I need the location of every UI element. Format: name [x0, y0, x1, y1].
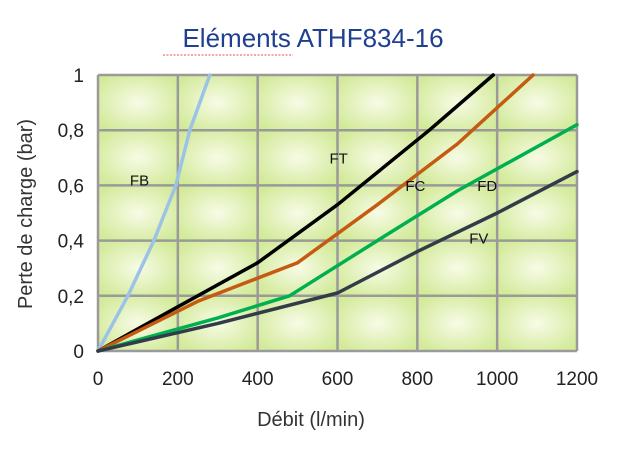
series-label-fb: FB: [130, 172, 149, 189]
plot-cell: [337, 75, 418, 131]
y-tick-label: 0: [73, 342, 84, 363]
series-labels: FB FT FC FD FV: [130, 150, 497, 247]
x-axis-label: Débit (l/min): [257, 409, 365, 431]
plot-cell: [257, 295, 338, 351]
y-axis-label: Perte de charge (bar): [15, 119, 37, 309]
x-tick-label: 200: [162, 369, 194, 390]
y-tick-label: 0,2: [58, 287, 84, 308]
chart-title: Eléments ATHF834-16: [182, 23, 443, 53]
plot-cell: [417, 240, 498, 296]
series-line-ft: [96, 73, 495, 353]
plot-cell: [177, 130, 258, 186]
plot-cell: [497, 185, 577, 241]
x-tick-label: 0: [93, 369, 104, 390]
series-line-fb: [96, 73, 212, 353]
y-tick-label: 1: [73, 66, 84, 87]
plot-cell: [257, 130, 338, 186]
x-tick-label: 800: [401, 369, 433, 390]
x-tick-label: 1200: [556, 369, 598, 390]
series-label-ft: FT: [330, 150, 348, 167]
plot-cell: [98, 240, 178, 296]
series-line-fc: [96, 73, 535, 353]
plot-cell: [257, 240, 338, 296]
plot-cell: [257, 75, 338, 131]
plot-cell: [337, 295, 418, 351]
series-label-fd: FD: [477, 178, 497, 195]
plot-cell: [497, 295, 577, 351]
plot-cell: [98, 75, 178, 131]
y-tick-label: 0,6: [58, 176, 84, 197]
plot-cell: [177, 75, 258, 131]
plot-cell: [417, 295, 498, 351]
plot-background: [98, 75, 577, 351]
y-tick-label: 0,4: [58, 232, 85, 253]
plot-cell: [497, 240, 577, 296]
x-axis-ticks: 0 200 400 600 800 1000 1200: [93, 369, 598, 390]
y-axis-ticks: 0 0,2 0,4 0,6 0,8 1: [58, 66, 85, 363]
plot-cell: [177, 185, 258, 241]
y-tick-label: 0,8: [58, 121, 84, 142]
plot-cell: [497, 75, 577, 131]
x-tick-label: 1000: [476, 369, 518, 390]
series-line-fd: [96, 122, 579, 353]
series-line-fv: [96, 169, 579, 353]
plot-cell: [497, 130, 577, 186]
x-tick-label: 400: [242, 369, 274, 390]
plot-cell: [337, 130, 418, 186]
series-label-fv: FV: [469, 230, 488, 247]
series-lines: [96, 73, 579, 353]
x-tick-label: 600: [322, 369, 354, 390]
plot-cell: [98, 130, 178, 186]
series-label-fc: FC: [405, 178, 425, 195]
